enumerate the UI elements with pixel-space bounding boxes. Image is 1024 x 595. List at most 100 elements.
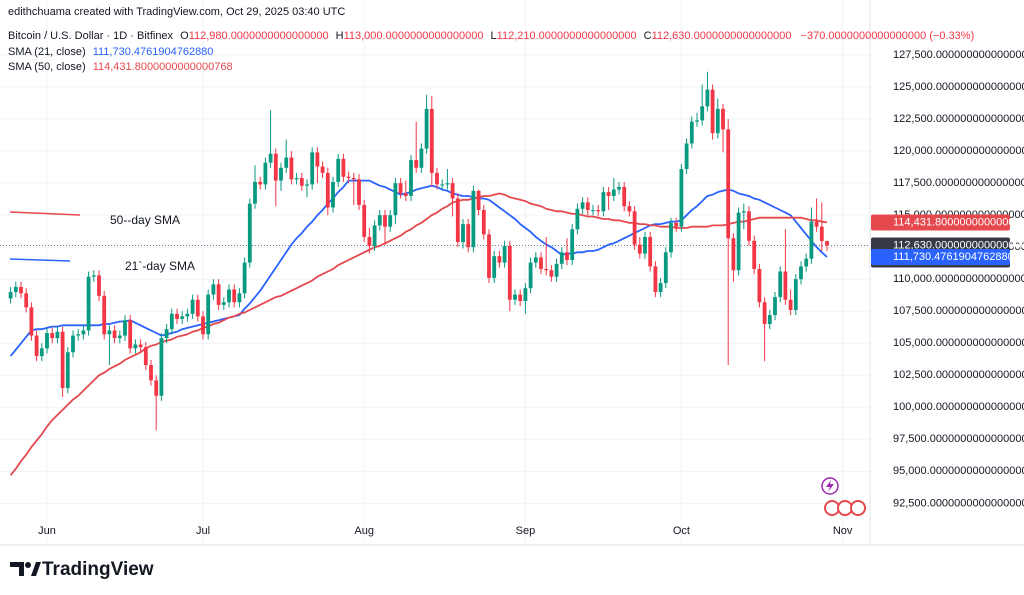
candle-body xyxy=(466,224,471,248)
candle-body xyxy=(232,289,237,303)
candle-body xyxy=(528,262,533,289)
candle-body xyxy=(76,334,81,336)
candle-body xyxy=(507,245,512,300)
candle-body xyxy=(565,252,569,260)
candle-body xyxy=(325,172,330,208)
candle-body xyxy=(372,225,377,246)
candle-body xyxy=(169,313,174,330)
change: −370.0000000000000000 (−0.33%) xyxy=(801,30,975,42)
candle-body xyxy=(164,329,169,339)
candle-body xyxy=(559,252,564,264)
candle-body xyxy=(549,270,554,277)
ohlc-key: C xyxy=(644,30,652,42)
y-tick-label: 117,500.0000000000000000 xyxy=(893,177,1024,189)
candle-body xyxy=(669,222,673,253)
price-tag-label: 111,730.4761904762880 xyxy=(893,251,1014,263)
candle-body xyxy=(29,307,34,336)
candle-layer xyxy=(8,71,829,431)
candle-body xyxy=(648,236,653,267)
candle-body xyxy=(107,330,112,335)
candle-body xyxy=(273,153,278,181)
candle-body xyxy=(403,193,408,196)
candle-body xyxy=(705,89,710,107)
candle-body xyxy=(741,211,746,213)
candle-body xyxy=(601,192,606,212)
candle-body xyxy=(242,262,247,294)
candle-body xyxy=(341,158,346,177)
indicator-legend: SMA (21, close) 111,730.4761904762880 xyxy=(8,46,213,58)
indicator-name: SMA (50, close) xyxy=(8,61,86,73)
candle-body xyxy=(819,226,824,242)
candle-body xyxy=(97,275,101,296)
ohlc-value: 112,630.0000000000000000 xyxy=(652,30,792,42)
icon xyxy=(824,500,840,516)
price-tag xyxy=(871,249,1010,266)
candle-body xyxy=(294,178,299,180)
candle-body xyxy=(721,108,725,130)
candle-body xyxy=(13,286,18,293)
candle-body xyxy=(331,181,335,208)
x-tick-label: Jun xyxy=(38,525,56,537)
y-tick-label: 97,500.0000000000000000 xyxy=(893,433,1024,445)
candle-body xyxy=(455,198,460,243)
candle-body xyxy=(502,245,507,263)
candle-body xyxy=(544,268,549,271)
price-tag xyxy=(871,214,1010,231)
candle-body xyxy=(65,352,70,389)
y-tick-label: 105,000.0000000000000000 xyxy=(893,337,1024,349)
candle-body xyxy=(450,183,455,199)
candle-body xyxy=(102,295,107,335)
candle-body xyxy=(674,222,679,227)
candle-body xyxy=(60,331,65,389)
x-tick-label: Aug xyxy=(354,525,374,537)
grid-layer xyxy=(0,0,870,545)
candle-body xyxy=(762,302,767,325)
candle-body xyxy=(788,299,793,310)
candle-body xyxy=(606,192,611,196)
candle-body xyxy=(50,333,55,339)
candle-body xyxy=(86,276,91,331)
candle-body xyxy=(481,210,486,235)
candle-body xyxy=(247,203,252,263)
ohlc-value: 113,000.0000000000000000 xyxy=(344,30,484,42)
candle-body xyxy=(414,160,419,168)
y-tick-label: 127,500.0000000000000000 xyxy=(893,49,1024,61)
candle-body xyxy=(55,331,60,339)
candle-body xyxy=(632,211,637,245)
candle-body xyxy=(793,279,798,310)
candle-body xyxy=(409,160,413,196)
candle-body xyxy=(570,229,575,260)
candle-body xyxy=(622,186,627,207)
candle-body xyxy=(679,169,684,227)
candle-body xyxy=(123,320,127,336)
candle-body xyxy=(227,289,231,303)
candle-body xyxy=(643,236,647,254)
candle-body xyxy=(429,108,434,173)
candle-body xyxy=(143,347,148,366)
ohlc-value: 112,210.0000000000000000 xyxy=(497,30,637,42)
candle-body xyxy=(783,271,788,300)
logo: TradingView xyxy=(10,559,154,580)
candle-body xyxy=(689,121,694,144)
icon xyxy=(850,500,866,516)
candle-body xyxy=(138,344,143,348)
candle-body xyxy=(533,257,538,263)
candle-body xyxy=(263,162,268,185)
candle-body xyxy=(736,212,741,271)
candle-body xyxy=(637,244,642,254)
candle-body xyxy=(284,157,289,168)
candle-body xyxy=(175,313,179,319)
y-tick-label: 120,000.0000000000000000 xyxy=(893,145,1024,157)
candle-body xyxy=(814,221,819,227)
candle-body xyxy=(367,236,372,246)
x-tick-label: Sep xyxy=(516,525,536,537)
candle-body xyxy=(596,210,601,212)
candle-body xyxy=(513,294,517,300)
y-tick-label: 110,000.0000000000000000 xyxy=(893,273,1024,285)
candle-body xyxy=(253,181,257,204)
candle-body xyxy=(773,297,777,316)
icon xyxy=(826,480,834,492)
y-tick-label: 102,500.0000000000000000 xyxy=(893,369,1024,381)
